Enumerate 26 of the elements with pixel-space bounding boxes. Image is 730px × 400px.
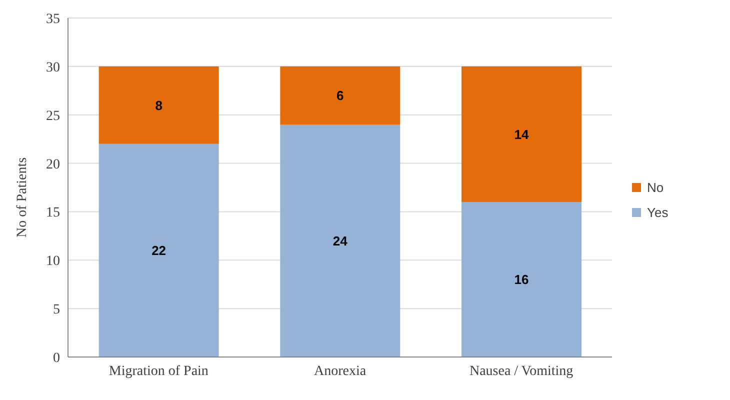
bar	[98, 144, 219, 357]
data-label: 8	[155, 98, 162, 113]
bar	[461, 66, 582, 202]
y-tick-label: 0	[53, 350, 60, 366]
data-label: 6	[336, 88, 344, 104]
y-tick-label: 35	[46, 12, 60, 27]
bar	[280, 124, 400, 357]
x-tick-label: Nausea / Vomiting	[469, 364, 574, 379]
data-label: 22	[152, 243, 166, 258]
y-tick-label: 15	[46, 206, 60, 221]
x-tick-label: Anorexia	[314, 364, 367, 379]
data-label: 24	[332, 233, 348, 248]
legend-label: Yes	[647, 205, 668, 220]
y-axis-title: No of Patients	[14, 157, 30, 238]
legend-label: No	[647, 180, 664, 195]
y-tick-label: 25	[46, 108, 60, 124]
y-tick-label: 20	[46, 157, 60, 172]
bar	[280, 66, 400, 125]
y-tick-label: 5	[53, 302, 60, 318]
data-label: 14	[514, 126, 530, 142]
y-tick-label: 30	[46, 60, 60, 76]
data-label: 16	[514, 272, 529, 288]
y-tick-label: 10	[46, 254, 60, 270]
bar	[98, 66, 219, 144]
x-tick-label: Migration of Pain	[108, 364, 208, 379]
bar	[461, 202, 582, 357]
